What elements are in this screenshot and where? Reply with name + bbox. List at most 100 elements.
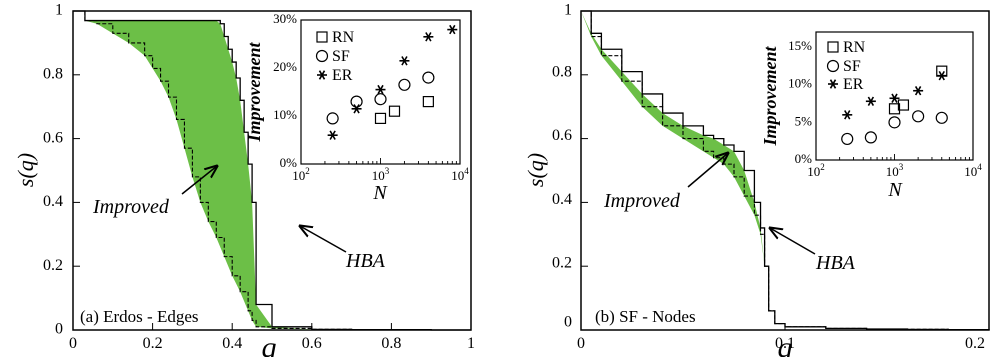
data-point-er bbox=[936, 70, 947, 81]
y-tick-label: 0.6 bbox=[552, 127, 572, 144]
y-tick-label: 0.2 bbox=[43, 257, 63, 274]
inset-x-tick-label: 104 bbox=[964, 162, 982, 179]
y-axis-label: s(q) bbox=[13, 153, 38, 187]
legend-label: RN bbox=[843, 39, 866, 56]
inset-y-tick-label: 5% bbox=[795, 113, 813, 128]
inset-x-tick-label: 103 bbox=[372, 166, 390, 183]
data-point-sf bbox=[350, 95, 363, 108]
x-tick-label: 0.1 bbox=[775, 335, 795, 352]
annotation-improved: Improved bbox=[603, 190, 681, 212]
data-point-sf bbox=[888, 116, 901, 129]
x-tick-label: 0.2 bbox=[965, 335, 985, 352]
inset-legend: RN SF ER bbox=[826, 39, 866, 93]
data-point-er bbox=[327, 130, 338, 140]
data-point-sf bbox=[398, 78, 411, 91]
x-tick-label: 0.2 bbox=[143, 335, 163, 352]
panel-a-frame bbox=[72, 10, 472, 331]
legend-marker-star bbox=[317, 70, 327, 80]
inset-x-tick-label: 102 bbox=[807, 162, 825, 179]
x-tick-label: 1 bbox=[467, 335, 475, 352]
x-tick-label: 0 bbox=[69, 335, 77, 352]
y-tick-label: 1 bbox=[55, 2, 63, 19]
data-point-sf bbox=[864, 131, 877, 144]
annotation-improved: Improved bbox=[92, 196, 170, 218]
data-point-rn bbox=[422, 95, 434, 108]
x-axis-label: q bbox=[778, 331, 793, 357]
legend-marker-star bbox=[828, 79, 838, 89]
legend-marker-circle bbox=[826, 59, 840, 73]
legend-label: SF bbox=[843, 58, 861, 75]
legend-label: SF bbox=[332, 48, 350, 65]
panel-b-plot bbox=[580, 10, 990, 331]
arrow-improved bbox=[687, 153, 728, 188]
panel-label: (b) SF - Nodes bbox=[595, 307, 696, 326]
y-tick-label: 0.8 bbox=[43, 65, 63, 82]
inset-x-tick-label: 102 bbox=[292, 166, 310, 183]
x-tick-label: 0 bbox=[577, 335, 585, 352]
x-tick-label: 0.6 bbox=[302, 335, 322, 352]
data-point-er bbox=[865, 96, 876, 106]
inset-b: 0% 5% 10% 15% 102 103 104 Improvement N … bbox=[760, 31, 982, 201]
data-point-er bbox=[351, 104, 362, 114]
inset-y-tick-label: 10% bbox=[273, 107, 297, 122]
legend-marker-circle bbox=[315, 49, 329, 63]
y-tick-label: 0.6 bbox=[43, 129, 63, 146]
arrow-improved bbox=[181, 166, 217, 195]
legend-marker-square bbox=[827, 41, 839, 53]
improvement-area bbox=[73, 11, 471, 330]
data-point-rn bbox=[388, 105, 401, 117]
inset-y-tick-label: 10% bbox=[788, 76, 812, 91]
arrow-hba bbox=[770, 228, 816, 255]
inset-y-tick-label: 0% bbox=[795, 151, 813, 166]
data-point-sf bbox=[912, 110, 925, 123]
panel-b-x-ticks: 0 0.1 0.2 bbox=[577, 335, 985, 352]
legend-label: RN bbox=[332, 29, 355, 46]
data-point-sf bbox=[374, 93, 387, 106]
y-tick-label: 1 bbox=[564, 2, 572, 19]
data-point-sf bbox=[935, 111, 948, 124]
data-point-rn bbox=[374, 112, 387, 125]
data-point-er bbox=[423, 32, 434, 42]
x-tick-label: 0.4 bbox=[222, 335, 242, 352]
legend-label: ER bbox=[332, 67, 353, 84]
inset-a: 0% 10% 20% 30% 102 103 104 Improvement N… bbox=[244, 11, 469, 204]
y-tick-label: 0.4 bbox=[43, 193, 63, 210]
annotation-hba: HBA bbox=[815, 252, 856, 274]
series-line-hba bbox=[581, 10, 990, 331]
annotation-hba: HBA bbox=[345, 250, 386, 272]
legend-label: ER bbox=[843, 76, 864, 93]
y-tick-label: 0.2 bbox=[552, 255, 572, 272]
inset-y-axis-label: Improvement bbox=[244, 42, 264, 143]
inset-y-tick-label: 15% bbox=[788, 38, 812, 53]
data-point-rn bbox=[897, 99, 910, 111]
y-tick-label: 0 bbox=[55, 321, 63, 338]
series-line-improved bbox=[73, 10, 471, 331]
panel-b: 0 0.2 0.4 0.6 0.8 1 0 0.1 0.2 s(q) q (b)… bbox=[523, 2, 990, 357]
inset-y-tick-label: 30% bbox=[273, 11, 297, 26]
inset-b-markers bbox=[815, 65, 970, 160]
panel-a-x-ticks: 0 0.2 0.4 0.6 0.8 1 bbox=[69, 335, 475, 352]
inset-legend: RN SF ER bbox=[315, 29, 355, 84]
data-point-sf bbox=[422, 71, 435, 84]
inset-x-axis-label: N bbox=[887, 179, 903, 201]
arrow-hba bbox=[300, 226, 347, 253]
x-tick-label: 0.8 bbox=[381, 335, 401, 352]
data-point-er bbox=[842, 110, 853, 120]
data-point-sf bbox=[841, 132, 854, 146]
inset-x-tick-label: 104 bbox=[451, 166, 469, 183]
panel-a: 0 0.2 0.4 0.6 0.8 1 0 0.2 0.4 0.6 0.8 1 … bbox=[13, 2, 475, 357]
inset-y-tick-label: 20% bbox=[273, 59, 297, 74]
y-tick-label: 0.8 bbox=[552, 63, 572, 80]
data-point-er bbox=[447, 24, 458, 35]
panel-a-plot bbox=[72, 10, 472, 331]
data-point-er bbox=[913, 86, 924, 96]
x-axis-label: q bbox=[262, 331, 277, 357]
inset-x-tick-label: 103 bbox=[886, 162, 904, 179]
data-point-er bbox=[399, 56, 410, 66]
panel-label: (a) Erdos - Edges bbox=[80, 307, 199, 326]
y-tick-label: 0 bbox=[564, 314, 572, 331]
data-point-sf bbox=[326, 112, 339, 125]
y-axis-label: s(q) bbox=[523, 153, 548, 187]
data-point-er bbox=[889, 93, 900, 103]
